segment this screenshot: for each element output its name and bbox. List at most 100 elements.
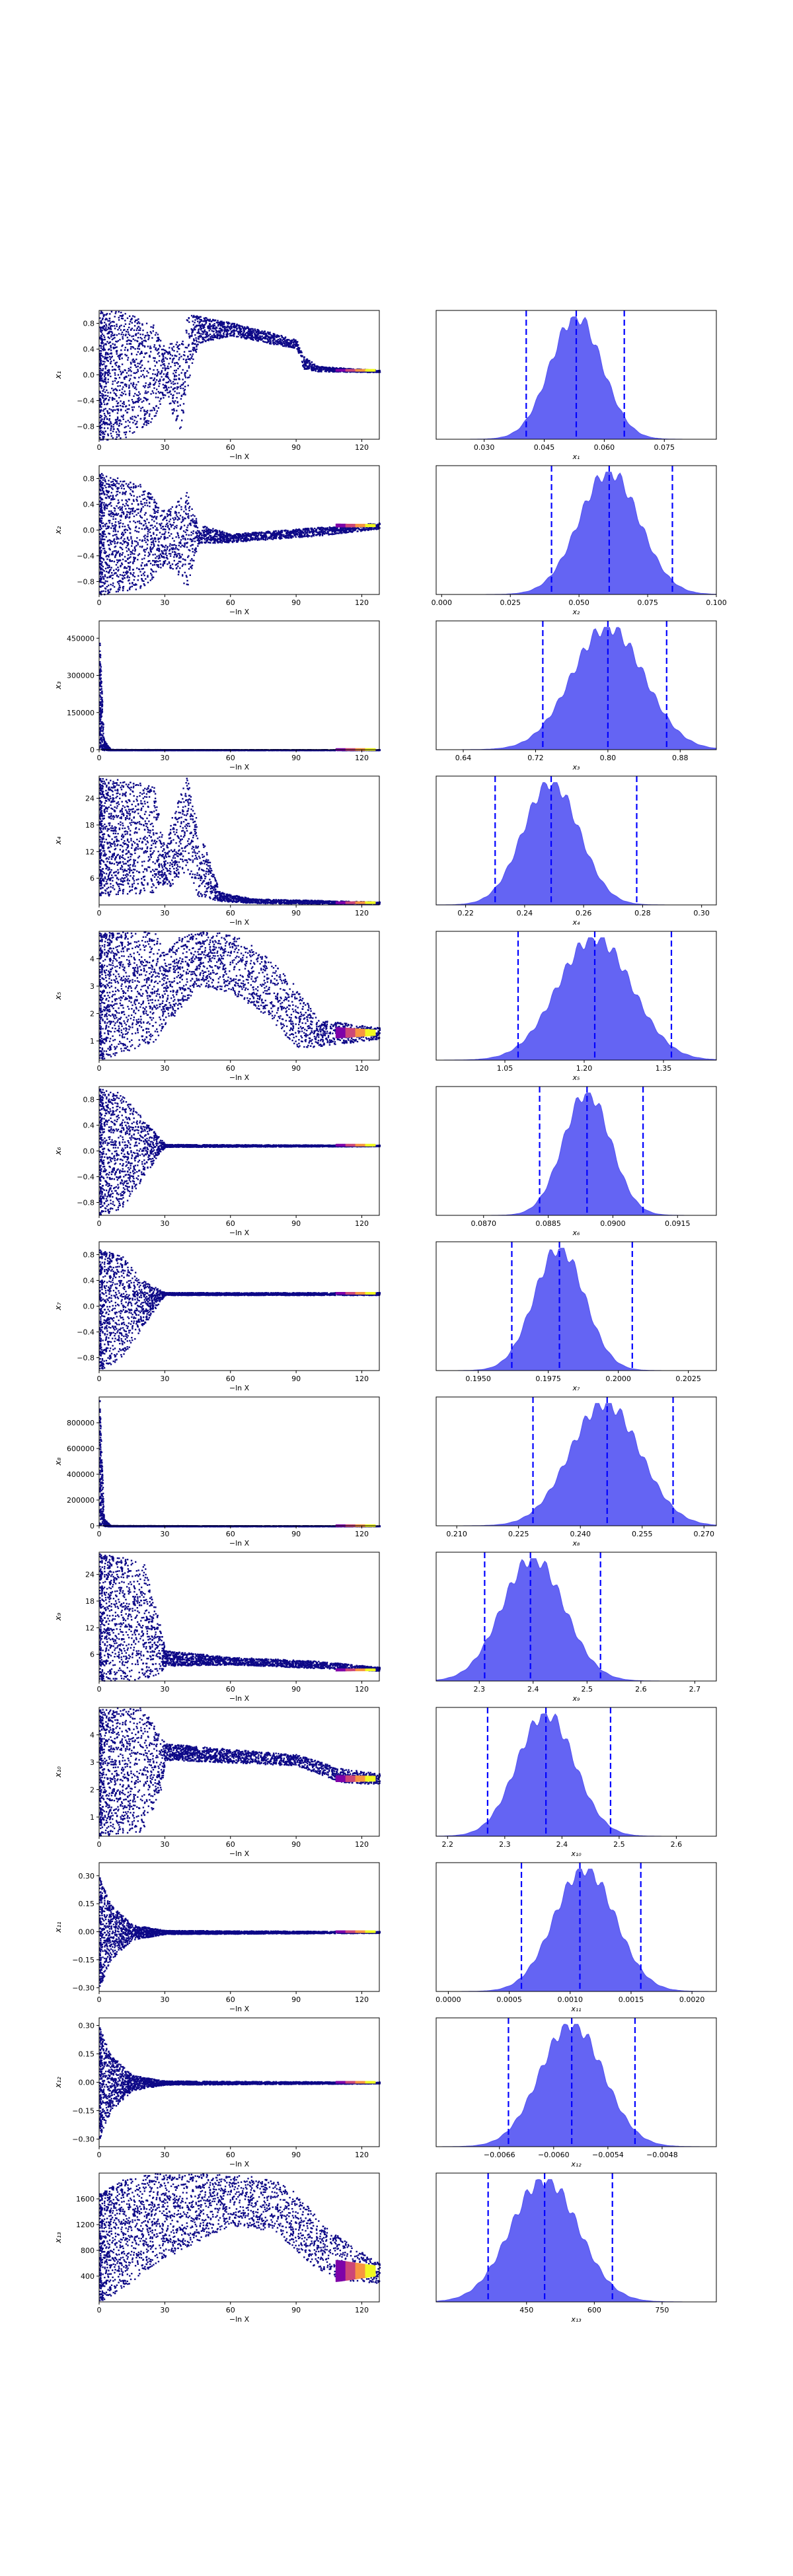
trace-point [141,494,143,496]
trace-point [102,559,105,561]
trace-point [309,535,311,537]
trace-point [288,346,290,348]
trace-point [165,386,167,388]
trace-point [186,542,188,544]
trace-point [157,338,159,340]
trace-point [99,555,101,557]
trace-point [296,533,299,535]
trace-point [287,532,289,534]
trace-point [128,386,130,388]
trace-point [301,351,303,353]
trace-point [137,340,139,343]
trace-point [118,310,120,313]
x-tick-label: 60 [226,443,235,452]
trace-point [182,558,184,560]
trace-point [263,337,265,339]
trace-point [312,369,315,371]
trace-point [171,355,173,357]
trace-point [243,330,245,332]
trace-point [161,392,164,394]
trace-point [99,514,101,516]
trace-point [153,543,155,545]
trace-point [114,479,116,481]
trace-point [198,541,200,544]
trace-point [144,384,147,387]
trace-point [100,427,103,429]
trace-point [155,332,157,334]
trace-point [170,553,172,555]
trace-point [270,334,272,336]
trace-point [137,326,140,328]
trace-point [133,515,135,517]
trace-point [276,334,278,336]
trace-point [192,540,194,542]
trace-point [122,414,124,416]
trace-point [104,507,106,509]
trace-point [103,325,105,327]
trace-point [163,538,166,540]
trace-point [296,348,298,350]
trace-point [318,532,320,534]
trace-point [219,332,221,334]
trace-point [356,371,358,373]
trace-point [319,528,321,530]
trace-point [108,591,110,593]
trace-point [111,325,114,327]
trace-point [134,557,136,559]
trace-point [128,333,130,335]
trace-point [153,346,155,348]
trace-point [210,529,212,531]
trace-point [240,328,242,330]
trace-point [165,389,167,392]
trace-point [192,551,194,553]
trace-point [102,482,104,484]
trace-point [137,365,139,367]
trace-point [321,366,323,368]
trace-point [112,347,115,349]
trace-point [103,386,106,388]
trace-point [177,534,180,537]
trace-point [100,483,102,485]
trace-point [133,402,135,404]
trace-point [119,491,121,494]
trace-point [288,341,290,344]
trace-point [121,332,124,334]
trace-point [285,534,287,536]
trace-point [153,509,155,511]
trace-point [132,347,135,349]
trace-point [133,579,135,581]
trace-point [274,532,276,534]
trace-point [138,348,141,350]
trace-point [122,548,124,550]
trace-point [139,363,141,365]
trace-point [104,567,107,569]
trace-point [117,550,120,552]
trace-point [187,376,189,378]
trace-point [277,343,279,345]
trace-point [110,409,112,411]
trace-point [141,507,143,510]
trace-point [106,490,108,492]
trace-point [106,357,109,359]
trace-point [135,486,137,488]
trace-point [161,550,163,552]
trace-point [124,528,126,531]
trace-point [99,567,101,569]
trace-point [169,565,172,567]
trace-point [143,423,145,425]
trace-point [104,523,106,526]
trace-point [145,499,148,501]
trace-point [118,369,120,371]
trace-point [107,423,109,425]
trace-point [135,526,137,528]
trace-point [250,338,253,340]
trace-point [273,535,275,537]
trace-point [129,512,132,514]
trace-point [127,505,130,507]
trace-point [196,532,198,534]
trace-point [268,538,271,540]
trace-point [112,574,114,576]
trace-point [192,548,194,550]
trace-point [116,480,118,482]
trace-point [122,314,124,316]
